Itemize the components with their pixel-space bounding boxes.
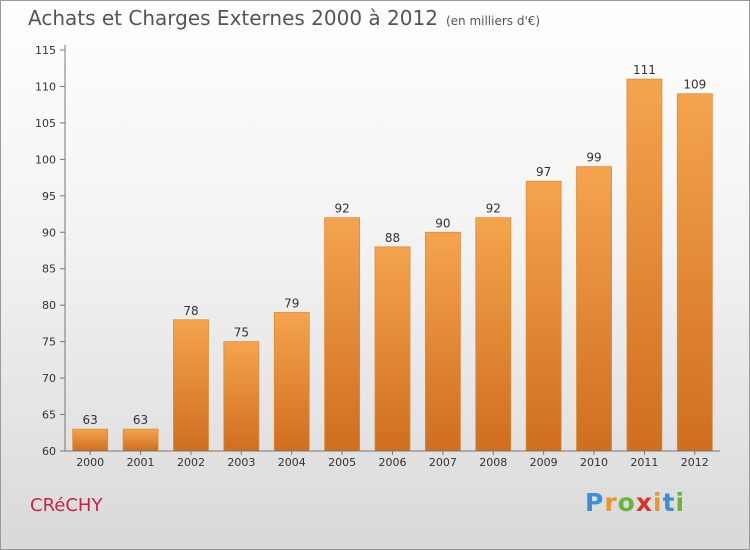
logo-letter: i (675, 488, 686, 517)
chart-title-unit: (en milliers d'€) (445, 14, 541, 28)
bar-2001 (122, 428, 159, 452)
y-tick-label: 60 (42, 445, 56, 458)
bar-2005 (324, 217, 361, 452)
proxiti-logo: Proxiti (585, 488, 685, 517)
x-tick-label: 2001 (127, 456, 155, 469)
chart-title-main: Achats et Charges Externes 2000 à 2012 (28, 6, 438, 30)
x-tick-label: 2010 (580, 456, 608, 469)
x-tick-label: 2000 (76, 456, 104, 469)
bar-value-label: 90 (435, 216, 450, 230)
y-tick-label: 95 (42, 190, 56, 203)
x-tick-label: 2009 (530, 456, 558, 469)
x-tick-label: 2012 (681, 456, 709, 469)
x-tick-label: 2008 (479, 456, 507, 469)
x-tick-label: 2007 (429, 456, 457, 469)
logo-letter: r (604, 488, 618, 517)
bar-2012 (676, 93, 713, 452)
bar-2009 (525, 180, 562, 452)
bar-2007 (424, 231, 461, 452)
chart-title: Achats et Charges Externes 2000 à 2012 (e… (28, 6, 540, 30)
bar-value-label: 75 (234, 326, 249, 340)
x-tick-label: 2004 (278, 456, 306, 469)
logo-letter: t (662, 488, 676, 517)
logo-letter: i (653, 488, 663, 517)
y-tick-label: 115 (35, 44, 56, 57)
bar-value-label: 92 (334, 202, 349, 216)
y-tick-label: 100 (35, 153, 56, 166)
logo-letter: x (635, 488, 653, 517)
x-tick-label: 2011 (630, 456, 658, 469)
bar-2003 (223, 341, 260, 452)
y-tick-label: 75 (42, 336, 56, 349)
bar-value-label: 79 (284, 296, 299, 310)
x-tick-label: 2006 (379, 456, 407, 469)
bar-2000 (72, 428, 109, 452)
bar-value-label: 99 (586, 151, 601, 165)
logo-letter: o (617, 488, 636, 517)
bars: 63 63 78 75 79 92 88 90 92 97 99 111 109 (72, 63, 713, 452)
y-tick-label: 80 (42, 299, 56, 312)
bar-2002 (173, 319, 209, 452)
y-tick-label: 65 (42, 409, 56, 422)
bar-value-label: 97 (536, 165, 551, 179)
bar-value-label: 88 (385, 231, 400, 245)
x-tick-label: 2003 (227, 456, 255, 469)
bar-value-label: 63 (133, 413, 148, 427)
y-tick-label: 70 (42, 372, 56, 385)
y-tick-label: 110 (35, 80, 56, 93)
bar-2008 (475, 217, 512, 452)
bar-value-label: 78 (183, 304, 198, 318)
bar-2010 (576, 166, 612, 452)
y-tick-label: 105 (35, 117, 56, 130)
y-axis: 60 65 70 75 80 85 90 95 100 105 110 115 (35, 44, 66, 458)
y-tick-label: 90 (42, 226, 56, 239)
bar-2011 (626, 78, 663, 452)
logo-letter: P (585, 488, 605, 517)
bar-2006 (374, 246, 411, 452)
x-tick-label: 2002 (177, 456, 205, 469)
x-axis: 2000 2001 2002 2003 2004 2005 2006 2007 2008 2009… (65, 450, 720, 469)
x-tick-label: 2005 (328, 456, 356, 469)
bar-2004 (273, 312, 310, 452)
bar-value-label: 63 (83, 413, 98, 427)
bar-value-label: 92 (486, 202, 501, 216)
bar-value-label: 109 (683, 78, 706, 92)
place-name: CRéCHY (30, 495, 103, 516)
bar-value-label: 111 (633, 63, 656, 77)
y-tick-label: 85 (42, 263, 56, 276)
